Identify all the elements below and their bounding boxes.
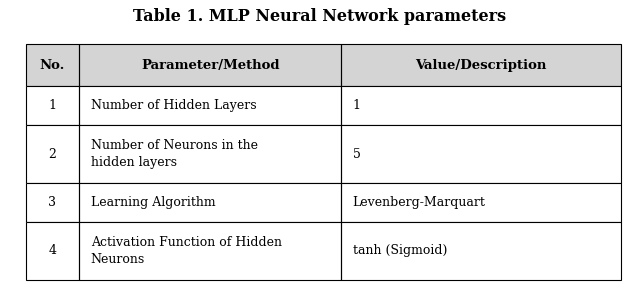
Bar — [26, 125, 79, 183]
Text: tanh (Sigmoid): tanh (Sigmoid) — [353, 245, 447, 258]
Text: Parameter/Method: Parameter/Method — [141, 59, 280, 72]
Bar — [79, 86, 341, 125]
Bar — [341, 125, 621, 183]
Bar — [341, 222, 621, 280]
Bar — [26, 86, 79, 125]
Bar — [26, 44, 79, 86]
Bar — [341, 222, 621, 280]
Text: 5: 5 — [353, 147, 360, 160]
Text: Levenberg-Marquart: Levenberg-Marquart — [353, 196, 486, 209]
Text: 1: 1 — [49, 99, 56, 112]
Text: Number of Hidden Layers: Number of Hidden Layers — [91, 99, 256, 112]
Bar — [26, 183, 79, 222]
Bar — [341, 125, 621, 183]
Bar — [79, 125, 341, 183]
Text: No.: No. — [40, 59, 65, 72]
Bar — [79, 86, 341, 125]
Bar — [79, 222, 341, 280]
Bar — [26, 44, 79, 86]
Text: Number of Neurons in the
hidden layers: Number of Neurons in the hidden layers — [91, 139, 258, 169]
Bar — [79, 125, 341, 183]
Text: Table 1. MLP Neural Network parameters: Table 1. MLP Neural Network parameters — [133, 8, 507, 25]
Bar — [26, 125, 79, 183]
Bar — [341, 86, 621, 125]
Bar — [26, 183, 79, 222]
Bar — [79, 44, 341, 86]
Bar — [341, 183, 621, 222]
Text: 1: 1 — [353, 99, 360, 112]
Bar — [79, 222, 341, 280]
Bar — [79, 44, 341, 86]
Bar — [26, 222, 79, 280]
Text: 2: 2 — [49, 147, 56, 160]
Bar — [341, 44, 621, 86]
Text: Learning Algorithm: Learning Algorithm — [91, 196, 215, 209]
Text: 3: 3 — [49, 196, 56, 209]
Text: Value/Description: Value/Description — [415, 59, 547, 72]
Bar — [341, 183, 621, 222]
Bar — [79, 183, 341, 222]
Bar — [341, 44, 621, 86]
Bar — [79, 183, 341, 222]
Bar — [26, 222, 79, 280]
Text: 4: 4 — [49, 245, 56, 258]
Bar — [26, 86, 79, 125]
Text: Activation Function of Hidden
Neurons: Activation Function of Hidden Neurons — [91, 236, 282, 266]
Bar — [341, 86, 621, 125]
